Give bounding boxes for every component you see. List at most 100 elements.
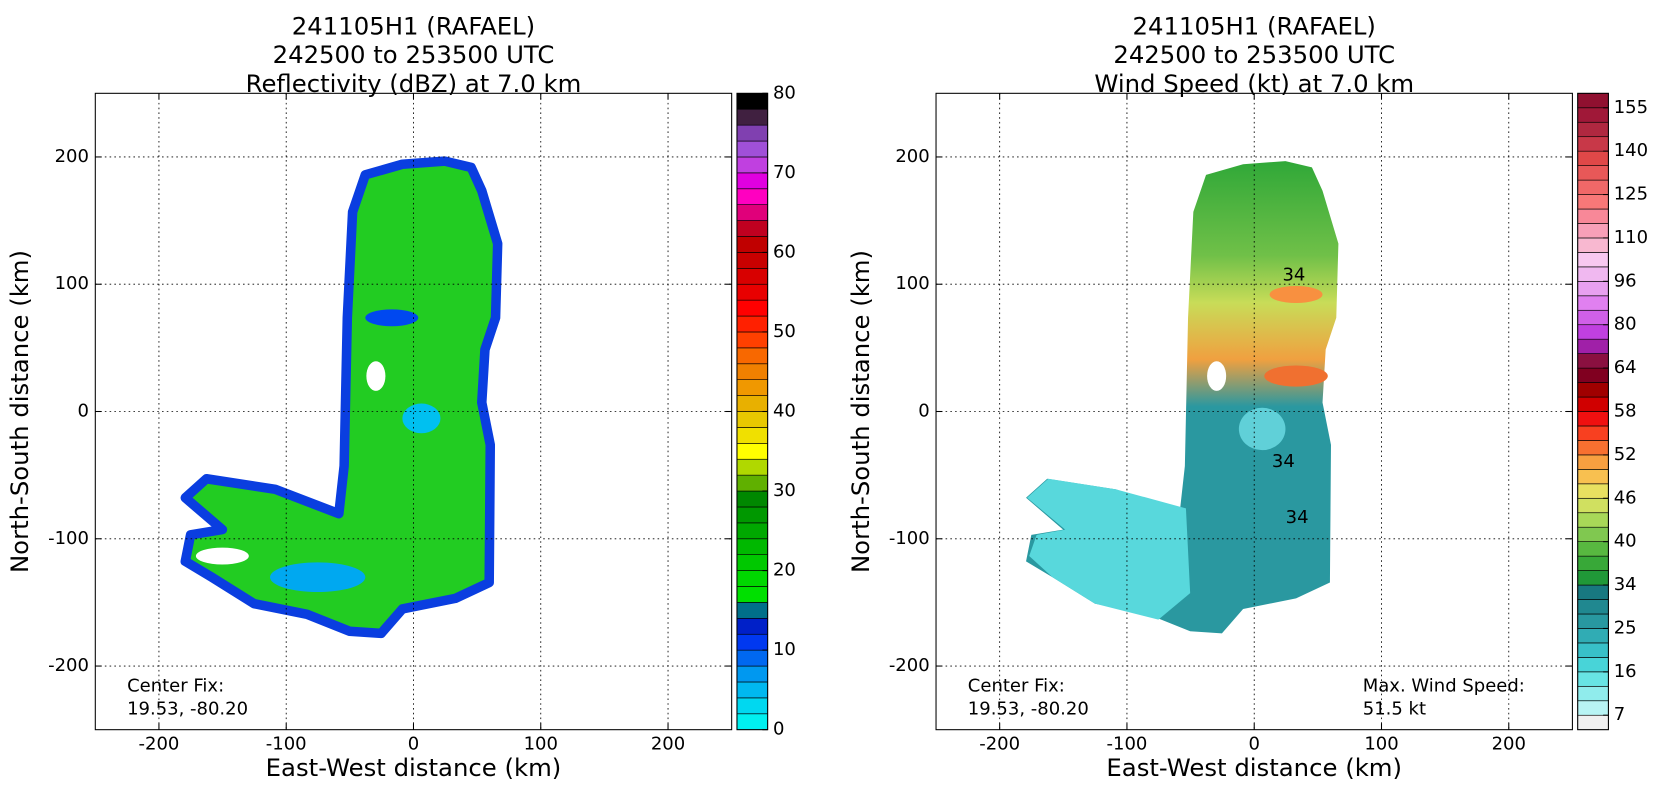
- x-tick-label: 0: [1248, 734, 1259, 755]
- colorbar-tick-label: 30: [773, 480, 796, 501]
- colorbar-bin: [1577, 512, 1609, 528]
- colorbar-bin: [1577, 671, 1609, 687]
- colorbar-bin: [1577, 570, 1609, 586]
- x-tick-label: 100: [524, 734, 558, 755]
- colorbar-bin: [1577, 179, 1609, 195]
- chart-title: 242500 to 253500 UTC: [1113, 40, 1395, 69]
- colorbar-bin: [736, 538, 768, 556]
- chart-title: 241105H1 (RAFAEL): [1133, 12, 1376, 41]
- colorbar-tick-label: 52: [1614, 444, 1637, 465]
- colorbar-bin: [1577, 92, 1609, 109]
- wind-max: [1264, 365, 1328, 387]
- colorbar-tick-label: 16: [1614, 661, 1637, 682]
- colorbar-tick-label: 140: [1614, 140, 1648, 161]
- colorbar-bin: [736, 331, 768, 349]
- wind-hole: [1207, 361, 1227, 391]
- y-axis-label: North-South distance (km): [846, 250, 875, 573]
- colorbar-tick-label: 64: [1614, 357, 1637, 378]
- x-axis-label: East-West distance (km): [266, 753, 562, 782]
- colorbar-bin: [736, 108, 768, 126]
- y-tick-label: -100: [48, 528, 89, 549]
- colorbar-bin: [1577, 526, 1609, 542]
- colorbar-bin: [736, 395, 768, 412]
- colorbar-bin: [1577, 281, 1609, 297]
- y-tick-label: 100: [55, 273, 89, 294]
- echo-blob: [270, 562, 366, 593]
- colorbar-tick-label: 46: [1614, 487, 1637, 508]
- colorbar-bin: [1577, 700, 1609, 716]
- colorbar-tick-label: 96: [1614, 270, 1637, 291]
- colorbar-tick-label: 58: [1614, 401, 1637, 422]
- wind-core: [1238, 407, 1286, 451]
- colorbar-bin: [736, 347, 768, 365]
- colorbar-bin: [736, 474, 768, 492]
- colorbar-bin: [736, 411, 768, 428]
- colorbar-bin: [1577, 685, 1609, 702]
- colorbar-tick-label: 25: [1614, 617, 1637, 638]
- echo-blob: [402, 403, 441, 434]
- colorbar-bin: [736, 140, 768, 158]
- colorbar-bin: [1577, 642, 1609, 658]
- colorbar-bin: [736, 602, 768, 619]
- colorbar-bin: [1577, 497, 1609, 514]
- colorbar-bin: [736, 220, 768, 237]
- colorbar-bin: [736, 315, 768, 333]
- colorbar-bin: [736, 586, 768, 603]
- plot-frame: [94, 92, 733, 731]
- colorbar-tick-label: 10: [773, 639, 796, 660]
- colorbar-tick-label: 110: [1614, 227, 1648, 248]
- colorbar-bin: [736, 172, 768, 190]
- x-tick-label: 200: [1492, 734, 1526, 755]
- colorbar-tick-label: 70: [773, 162, 796, 183]
- colorbar-bin: [1577, 425, 1609, 441]
- x-tick-label: -200: [139, 734, 180, 755]
- y-tick-label: -200: [48, 655, 89, 676]
- colorbar-bin: [1577, 382, 1609, 398]
- colorbar-bin: [1577, 396, 1609, 412]
- colorbar-bin: [736, 713, 768, 731]
- colorbar-bin: [736, 506, 768, 524]
- colorbar-bin: [1577, 295, 1609, 311]
- colorbar-bin: [1577, 367, 1609, 383]
- colorbar-tick-label: 40: [773, 401, 796, 422]
- colorbar-bin: [736, 618, 768, 635]
- colorbar-tick-label: 0: [773, 719, 784, 740]
- wind-field: [1026, 161, 1339, 634]
- colorbar-bin: [1577, 714, 1609, 731]
- colorbar-bin: [1577, 252, 1609, 268]
- colorbar-bin: [1577, 324, 1609, 340]
- colorbar-bin: [736, 236, 768, 253]
- colorbar-bin: [1577, 599, 1609, 615]
- colorbar-bin: [1577, 555, 1609, 571]
- colorbar-tick-label: 125: [1614, 184, 1648, 205]
- colorbar-bin: [736, 363, 768, 380]
- colorbar-tick-label: 40: [1614, 531, 1637, 552]
- contour-label: 34: [1272, 451, 1295, 472]
- colorbar-bin: [736, 252, 768, 269]
- colorbar-bin: [1577, 541, 1609, 557]
- annotation: Center Fix:: [127, 675, 224, 696]
- colorbar-bin: [1577, 136, 1609, 152]
- colorbar-bin: [1577, 353, 1609, 369]
- colorbar-bin: [1577, 657, 1609, 673]
- annotation: 19.53, -80.20: [968, 699, 1089, 720]
- colorbar-bin: [736, 283, 768, 301]
- colorbar-tick-label: 34: [1614, 574, 1637, 595]
- colorbar-bin: [736, 427, 768, 444]
- chart-title: 241105H1 (RAFAEL): [292, 12, 535, 41]
- colorbar-bin: [736, 522, 768, 540]
- wind-tail: [1027, 478, 1191, 620]
- colorbar-bin: [1577, 208, 1609, 224]
- colorbar-tick-label: 80: [1614, 314, 1637, 335]
- y-tick-label: 200: [895, 146, 929, 167]
- colorbar-bin: [1577, 411, 1609, 427]
- colorbar-bin: [736, 188, 768, 205]
- colorbar-bin: [1577, 483, 1609, 499]
- colorbar-bin: [1577, 194, 1609, 210]
- colorbar-bin: [1577, 165, 1609, 181]
- colorbar-bin: [736, 649, 768, 667]
- colorbar-bin: [736, 681, 768, 699]
- colorbar-bin: [736, 204, 768, 221]
